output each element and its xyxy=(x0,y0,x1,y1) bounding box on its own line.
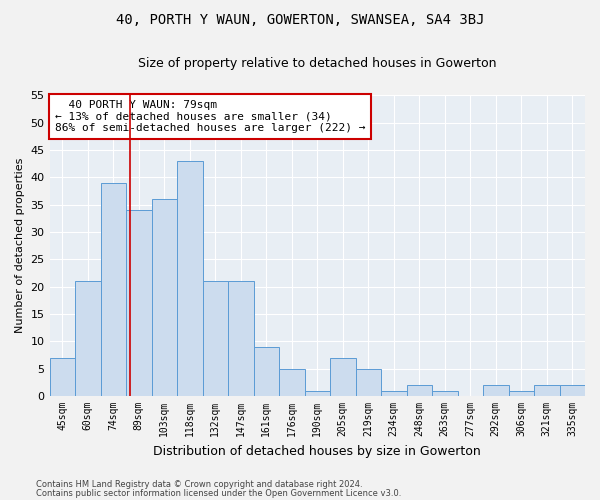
Bar xyxy=(407,385,432,396)
Title: Size of property relative to detached houses in Gowerton: Size of property relative to detached ho… xyxy=(138,58,497,70)
Bar xyxy=(152,199,177,396)
X-axis label: Distribution of detached houses by size in Gowerton: Distribution of detached houses by size … xyxy=(154,444,481,458)
Bar xyxy=(432,390,458,396)
Bar xyxy=(330,358,356,396)
Bar xyxy=(75,281,101,396)
Bar xyxy=(126,210,152,396)
Bar xyxy=(356,368,381,396)
Bar xyxy=(305,390,330,396)
Bar xyxy=(560,385,585,396)
Bar xyxy=(279,368,305,396)
Text: Contains public sector information licensed under the Open Government Licence v3: Contains public sector information licen… xyxy=(36,489,401,498)
Bar xyxy=(101,183,126,396)
Text: Contains HM Land Registry data © Crown copyright and database right 2024.: Contains HM Land Registry data © Crown c… xyxy=(36,480,362,489)
Bar xyxy=(509,390,534,396)
Bar xyxy=(203,281,228,396)
Bar xyxy=(50,358,75,396)
Bar xyxy=(254,347,279,396)
Bar xyxy=(177,161,203,396)
Text: 40, PORTH Y WAUN, GOWERTON, SWANSEA, SA4 3BJ: 40, PORTH Y WAUN, GOWERTON, SWANSEA, SA4… xyxy=(116,12,484,26)
Y-axis label: Number of detached properties: Number of detached properties xyxy=(15,158,25,334)
Bar xyxy=(381,390,407,396)
Bar xyxy=(483,385,509,396)
Text: 40 PORTH Y WAUN: 79sqm
← 13% of detached houses are smaller (34)
86% of semi-det: 40 PORTH Y WAUN: 79sqm ← 13% of detached… xyxy=(55,100,365,133)
Bar xyxy=(228,281,254,396)
Bar xyxy=(534,385,560,396)
